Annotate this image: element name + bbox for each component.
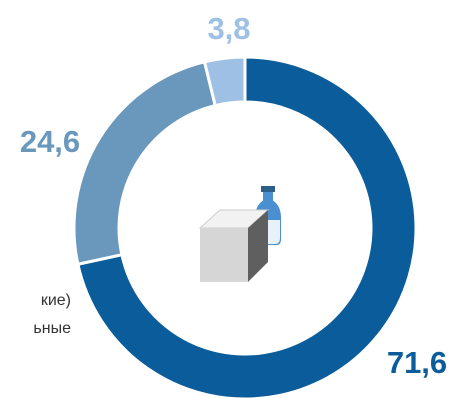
cheese-block-and-milk-bottle-icon	[198, 185, 283, 282]
data-label: 71,6	[387, 345, 447, 380]
donut-slice	[202, 55, 247, 108]
donut-slice	[76, 55, 418, 398]
data-label: 24,6	[20, 124, 80, 159]
donut-slices	[72, 55, 418, 398]
legend-text: кие)	[41, 292, 71, 309]
data-label: 3,8	[207, 11, 250, 46]
legend-text: ьные	[33, 320, 71, 337]
donut-slice	[72, 60, 218, 267]
